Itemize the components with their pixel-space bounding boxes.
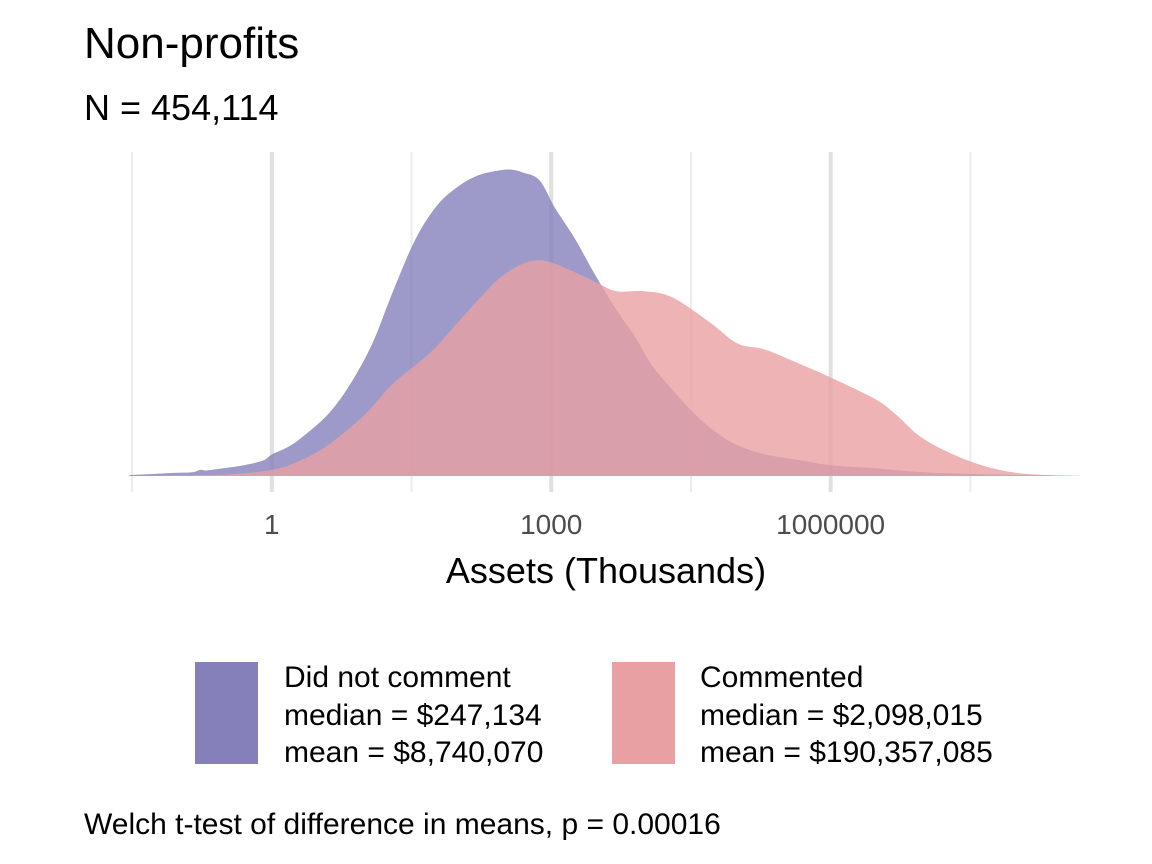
x-tick-label-1: 1000 bbox=[520, 509, 582, 540]
legend-swatch-did-not-comment bbox=[195, 662, 258, 764]
legend-mean-did-not-comment: mean = $8,740,070 bbox=[284, 736, 543, 769]
chart-subtitle: N = 454,114 bbox=[84, 87, 278, 128]
legend-median-did-not-comment: median = $247,134 bbox=[284, 699, 542, 732]
x-axis-label: Assets (Thousands) bbox=[446, 550, 766, 591]
area-commented bbox=[130, 260, 1082, 476]
legend-swatch-commented bbox=[612, 662, 675, 764]
legend-label-commented: Commented bbox=[700, 661, 863, 694]
x-tick-label-2: 1000000 bbox=[776, 509, 885, 540]
chart-title: Non-profits bbox=[84, 19, 299, 68]
legend-label-did-not-comment: Did not comment bbox=[284, 661, 511, 694]
legend: Did not comment median = $247,134 mean =… bbox=[195, 661, 993, 769]
density-areas bbox=[128, 169, 1083, 477]
x-tick-label-0: 1 bbox=[264, 509, 280, 540]
legend-mean-commented: mean = $190,357,085 bbox=[700, 736, 993, 769]
caption: Welch t-test of difference in means, p =… bbox=[84, 808, 721, 841]
legend-median-commented: median = $2,098,015 bbox=[700, 699, 983, 732]
x-tick-labels: 1 1000 1000000 bbox=[264, 509, 885, 540]
